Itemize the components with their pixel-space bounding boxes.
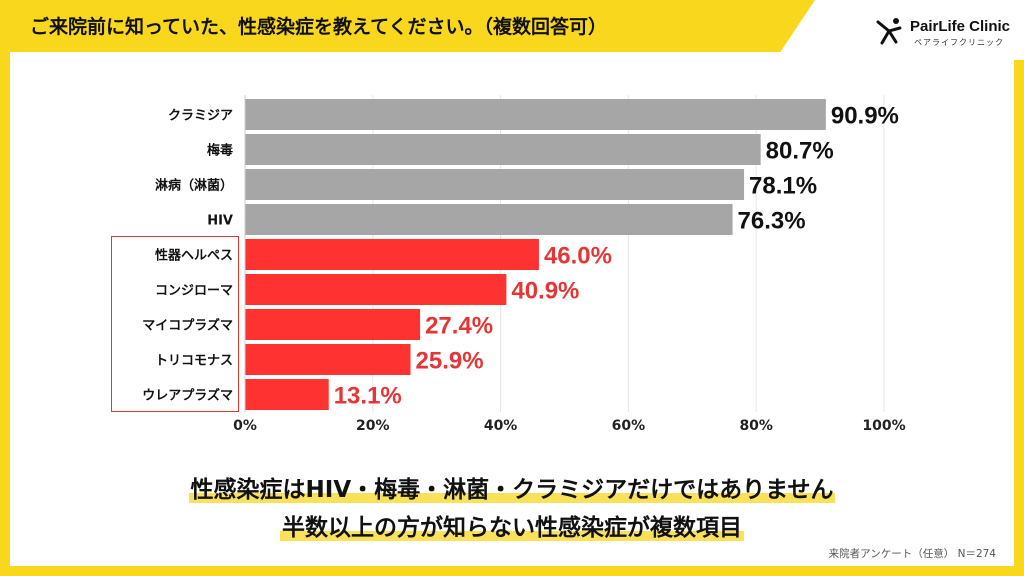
logo-name: PairLife Clinic xyxy=(910,18,1011,35)
bar xyxy=(245,204,733,235)
category-label: 梅毒 xyxy=(207,143,233,159)
bar xyxy=(245,344,411,375)
bar-chart: 0% 20% 40% 60% 80% 100% クラミジア 90.9% 梅毒 80.7% 淋病（淋菌… xyxy=(142,95,906,434)
value-label: 27.4% xyxy=(425,313,493,340)
survey-footnote: 来院者アンケート（任意） N＝274 xyxy=(828,548,996,560)
highlight-category-box xyxy=(111,236,239,412)
category-label: 性器ヘルペス xyxy=(155,248,233,264)
header-bar xyxy=(0,0,775,52)
message-line-2: 半数以上の方が知らない性感染症が複数項目 xyxy=(280,515,744,541)
value-label: 90.9% xyxy=(831,103,899,130)
pairlife-logo-icon xyxy=(876,18,902,45)
value-label: 13.1% xyxy=(334,383,402,410)
category-label: コンジローマ xyxy=(155,284,233,299)
bar xyxy=(245,309,421,340)
category-label: HIV xyxy=(207,214,233,229)
value-label: 46.0% xyxy=(544,243,612,270)
x-tick-label: 100% xyxy=(862,418,905,434)
category-label: ウレアプラズマ xyxy=(142,388,233,404)
logo-subtitle: ペアライフクリニック xyxy=(914,38,1004,47)
x-tick-label: 0% xyxy=(233,418,257,434)
bar xyxy=(245,379,329,410)
logo-box xyxy=(775,0,1024,60)
value-label: 40.9% xyxy=(511,278,579,305)
category-label: マイコプラズマ xyxy=(142,318,233,334)
value-label: 76.3% xyxy=(738,208,806,235)
category-label: クラミジア xyxy=(168,109,233,124)
message-line-1: 性感染症はHIV・梅毒・淋菌・クラミジアだけではありません xyxy=(188,477,836,503)
category-label: 淋病（淋菌） xyxy=(155,178,233,194)
x-tick-label: 40% xyxy=(484,418,518,434)
value-label: 78.1% xyxy=(749,173,817,200)
x-tick-label: 60% xyxy=(612,418,646,434)
bar xyxy=(245,274,507,305)
bar xyxy=(245,99,826,130)
bar xyxy=(245,169,745,200)
value-label: 80.7% xyxy=(766,138,834,165)
category-label: トリコモナス xyxy=(155,354,233,369)
value-label: 25.9% xyxy=(416,348,484,375)
bar xyxy=(245,134,761,165)
bar xyxy=(245,239,539,270)
page-title: ご来院前に知っていた、性感染症を教えてください。（複数回答可） xyxy=(30,16,608,38)
x-tick-label: 80% xyxy=(739,418,773,434)
x-tick-label: 20% xyxy=(356,418,390,434)
